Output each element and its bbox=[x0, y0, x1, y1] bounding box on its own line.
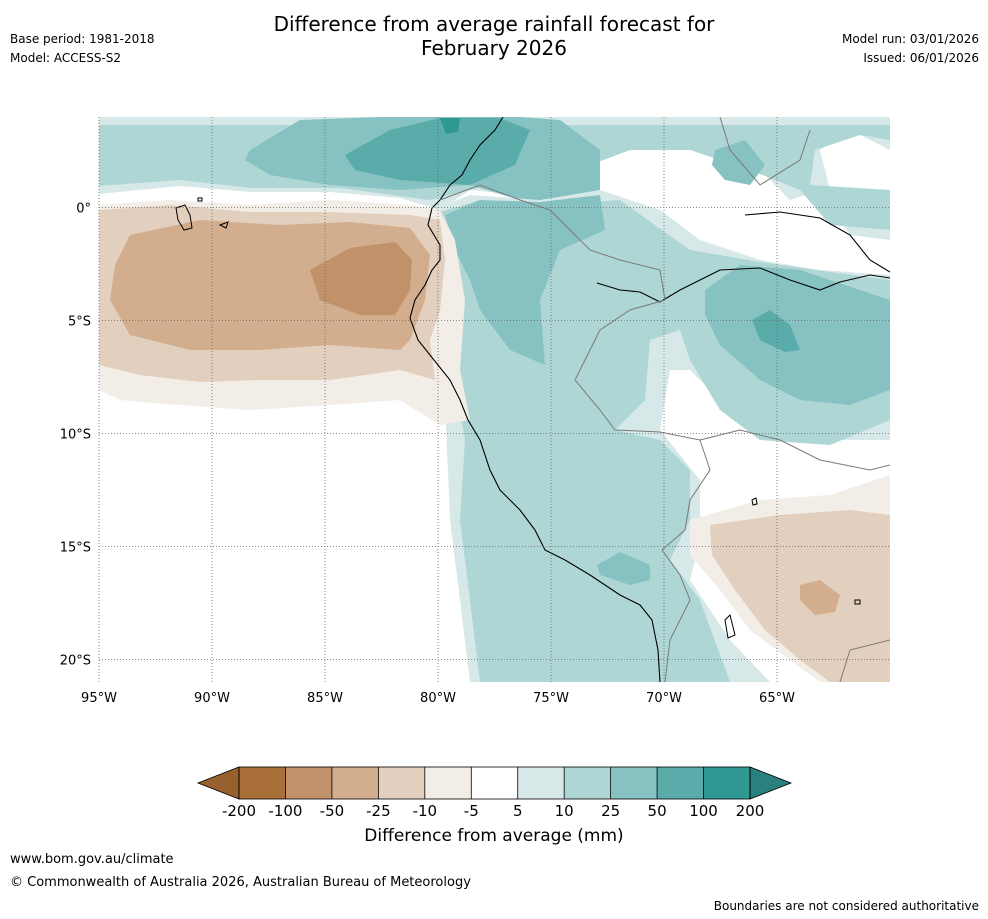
colorbar-tick-label: 25 bbox=[601, 802, 620, 820]
metadata-right: Model run: 03/01/2026 Issued: 06/01/2026 bbox=[842, 30, 979, 68]
contour-neg50-neg100-pacific bbox=[310, 242, 412, 315]
colorbar-over-arrow bbox=[749, 766, 793, 800]
boundaries-note: Boundaries are not considered authoritat… bbox=[713, 899, 979, 913]
colorbar-under-arrow bbox=[196, 766, 240, 800]
lake-titicaca bbox=[724, 614, 736, 639]
colorbar-tick-label: -5 bbox=[464, 802, 479, 820]
longitude-label: 65°W bbox=[759, 691, 795, 706]
copyright-notice: © Commonwealth of Australia 2026, Austra… bbox=[10, 875, 471, 890]
model-run: Model run: 03/01/2026 bbox=[841, 32, 979, 46]
latitude-label: 15°S bbox=[60, 540, 91, 555]
longitude-label: 85°W bbox=[307, 691, 343, 706]
latitude-label: 20°S bbox=[60, 653, 91, 668]
colorbar-swatch bbox=[610, 767, 658, 799]
title-line-2: February 2026 bbox=[421, 36, 567, 60]
colorbar-swatch bbox=[378, 767, 425, 799]
border-bolivia-chile bbox=[661, 549, 691, 682]
border-ecuador-colombia-peru bbox=[439, 184, 666, 301]
galapagos-santa-cruz bbox=[218, 221, 229, 229]
longitude-label: 95°W bbox=[81, 691, 117, 706]
border-paraguay bbox=[839, 639, 890, 682]
longitude-label: 75°W bbox=[533, 691, 569, 706]
page-title: Difference from average rainfall forecas… bbox=[0, 12, 988, 60]
longitude-label: 70°W bbox=[646, 691, 682, 706]
footer-url[interactable]: www.bom.gov.au/climate bbox=[10, 852, 174, 867]
contour-25-50-south bbox=[597, 552, 650, 585]
colorbar-tick-label: -50 bbox=[320, 802, 345, 820]
colorbar-tick-label: -100 bbox=[268, 802, 302, 820]
border-bolivia-brazil bbox=[699, 429, 890, 471]
colorbar-swatch bbox=[331, 767, 379, 799]
colorbar-swatch bbox=[703, 767, 750, 799]
metadata-left: Base period: 1981-2018 Model: ACCESS-S2 bbox=[10, 30, 155, 68]
contour-25-50-amazon bbox=[705, 265, 890, 405]
title-line-1: Difference from average rainfall forecas… bbox=[273, 12, 715, 36]
rio-negro bbox=[744, 211, 890, 273]
latitude-label: 0° bbox=[76, 201, 91, 216]
rainfall-anomaly-field bbox=[99, 117, 890, 682]
base-period: Base period: 1981-2018 bbox=[10, 32, 155, 46]
latitude-label: 5°S bbox=[68, 314, 91, 329]
lake-2 bbox=[854, 599, 861, 605]
colorbar-tick-label: 200 bbox=[736, 802, 765, 820]
border-peru-brazil-bolivia bbox=[574, 299, 711, 551]
colorbar-swatch bbox=[657, 767, 704, 799]
colorbar-tick-label: -200 bbox=[222, 802, 256, 820]
coastline bbox=[409, 117, 661, 682]
lake-1 bbox=[751, 497, 758, 506]
colorbar-swatch bbox=[471, 767, 518, 799]
colorbar-tick-label: 10 bbox=[555, 802, 574, 820]
galapagos-islet bbox=[197, 197, 203, 202]
colorbar-swatch bbox=[239, 767, 286, 799]
colorbar-swatch bbox=[564, 767, 611, 799]
colorbar-tick-label: -25 bbox=[366, 802, 391, 820]
colorbar-swatch bbox=[285, 767, 332, 799]
model-name: Model: ACCESS-S2 bbox=[10, 51, 122, 65]
axis-labels: 95°W 90°W 85°W 80°W 75°W 70°W 65°W 0° 5°S 10°S 15°… bbox=[60, 201, 795, 706]
galapagos-isabela bbox=[175, 204, 193, 231]
colorbar-tick-label: 5 bbox=[513, 802, 523, 820]
contour-50-100-north bbox=[345, 118, 530, 185]
contour-25-50-ecuador bbox=[445, 195, 605, 365]
longitude-label: 90°W bbox=[194, 691, 230, 706]
contour-25-50-northeast bbox=[712, 140, 765, 185]
longitude-label: 80°W bbox=[420, 691, 456, 706]
colorbar-tick-label: 100 bbox=[689, 802, 718, 820]
border-colombia-venezuela bbox=[719, 117, 811, 186]
colorbar: -200 -100 -50 -25 -10 -5 5 10 25 50 100 200 bbox=[196, 766, 793, 820]
contour-100-200-north bbox=[440, 118, 460, 134]
colorbar-tick-label: -10 bbox=[413, 802, 438, 820]
contour-50-100-amazon bbox=[752, 310, 800, 352]
contour-neg25-neg50-southeast bbox=[800, 580, 840, 615]
amazon-river bbox=[596, 267, 890, 303]
colorbar-tick-label: 50 bbox=[648, 802, 667, 820]
graticule bbox=[98, 117, 890, 682]
colorbar-label: Difference from average (mm) bbox=[364, 826, 624, 846]
colorbar-swatch bbox=[517, 767, 565, 799]
issued-date: Issued: 06/01/2026 bbox=[863, 51, 979, 65]
latitude-label: 10°S bbox=[60, 427, 91, 442]
colorbar-swatch bbox=[424, 767, 472, 799]
